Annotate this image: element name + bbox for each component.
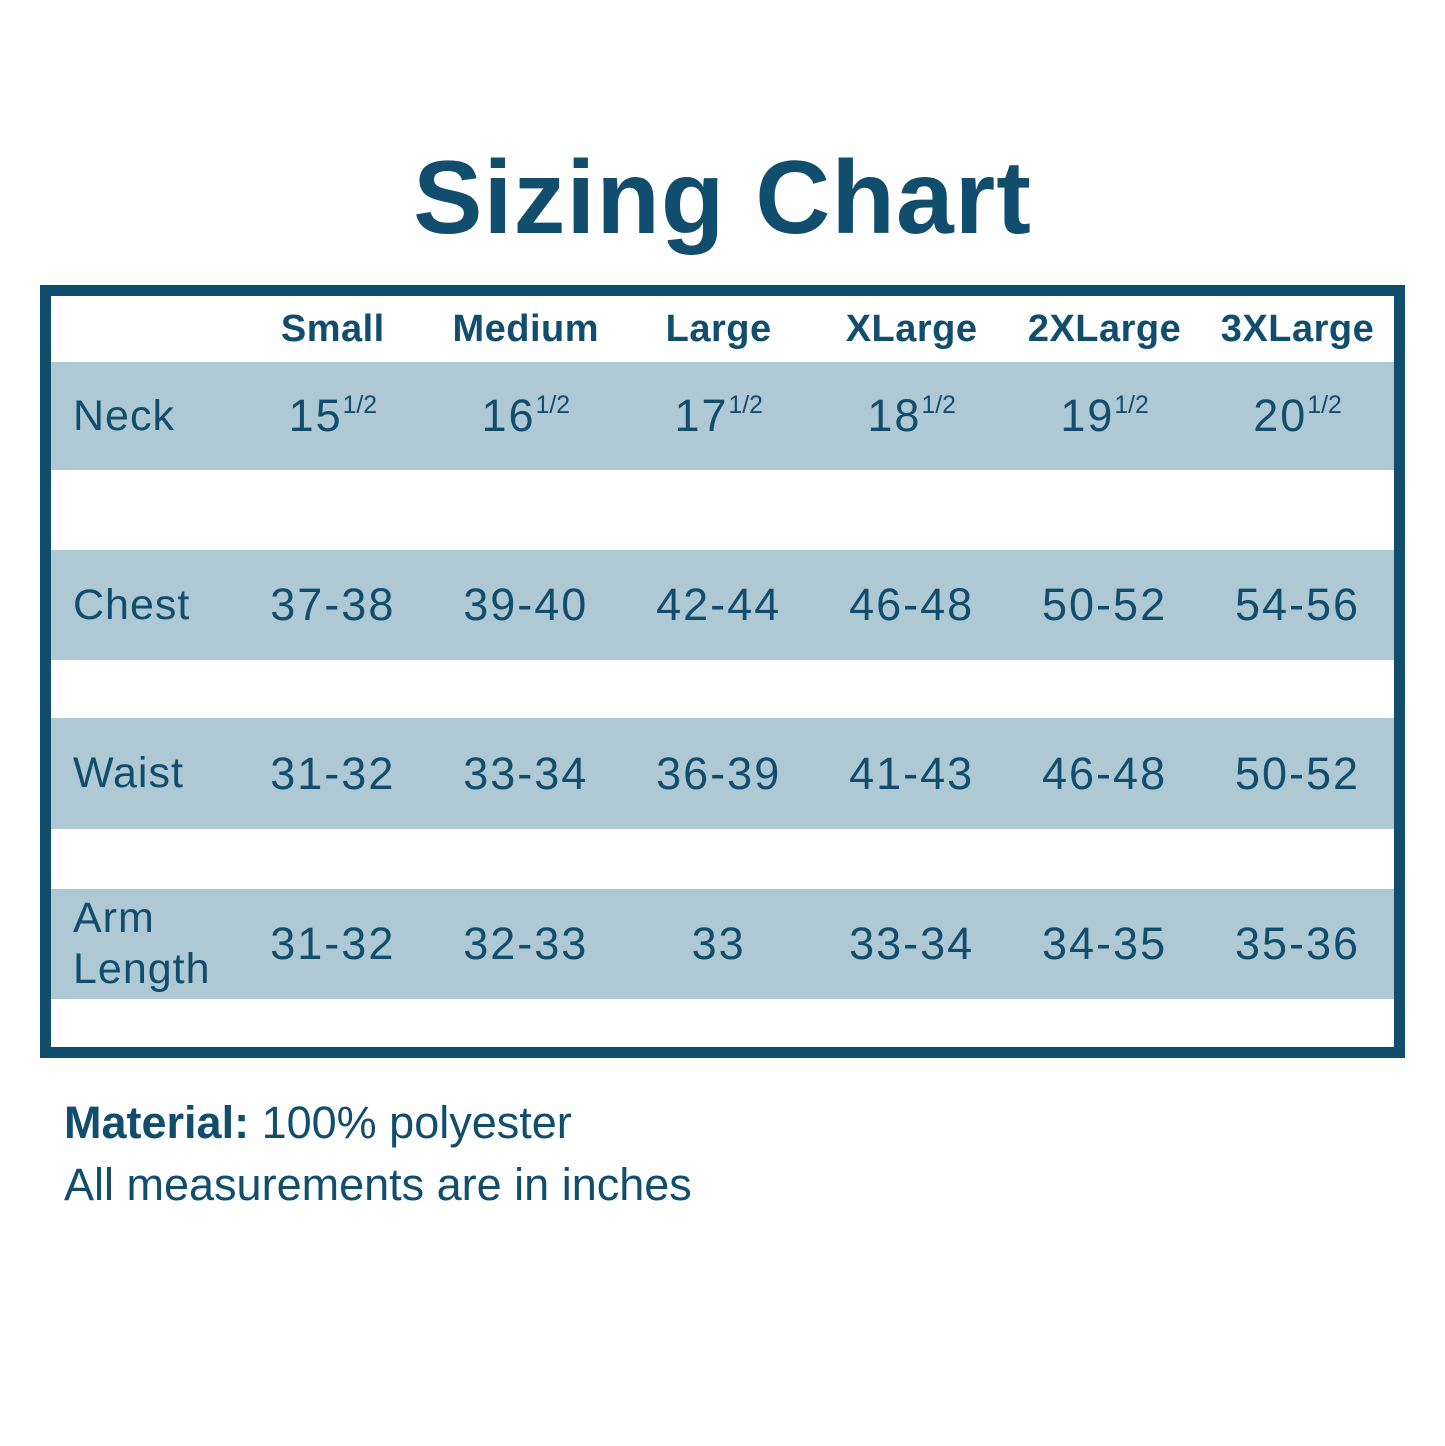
footer-notes: Material: 100% polyester All measurement… bbox=[64, 1092, 692, 1216]
column-header-2xlarge: 2XLarge bbox=[1027, 307, 1182, 350]
column-header-small: Small bbox=[280, 307, 385, 350]
cell-fraction: 1/2 bbox=[342, 391, 378, 419]
sizing-table: Small Medium Large XLarge 2XLarge 3XLarg… bbox=[40, 285, 1405, 1058]
cell-waist-large: 36-39 bbox=[656, 747, 782, 799]
cell-chest-medium: 39-40 bbox=[463, 579, 589, 630]
column-header-xlarge: XLarge bbox=[845, 307, 978, 350]
cell-fraction: 1/2 bbox=[535, 391, 570, 419]
cell-chest-2xlarge: 50-52 bbox=[1042, 579, 1168, 630]
table-row-chest: Chest 37-38 39-40 42-44 46-48 50-52 54-5… bbox=[51, 550, 1394, 660]
cell-fraction: 1/2 bbox=[1114, 391, 1149, 419]
column-header-3xlarge: 3XLarge bbox=[1220, 307, 1375, 350]
cell-arm-xlarge: 33-34 bbox=[849, 918, 975, 969]
column-header-medium: Medium bbox=[452, 307, 600, 350]
cell-value: 17 bbox=[674, 390, 729, 441]
material-value: 100% polyester bbox=[261, 1097, 572, 1148]
row-spacer bbox=[51, 660, 1394, 718]
cell-neck-medium: 161/2 bbox=[429, 390, 622, 442]
cell-neck-small: 151/2 bbox=[236, 390, 429, 442]
cell-value: 19 bbox=[1060, 390, 1115, 441]
cell-neck-3xlarge: 201/2 bbox=[1201, 390, 1394, 442]
cell-chest-3xlarge: 54-56 bbox=[1234, 579, 1361, 630]
cell-arm-medium: 32-33 bbox=[463, 918, 589, 969]
material-line: Material: 100% polyester bbox=[64, 1092, 692, 1154]
row-label-neck: Neck bbox=[73, 391, 175, 440]
cell-fraction: 1/2 bbox=[921, 391, 956, 419]
table-row-arm-length: Arm Length 31-32 32-33 33 33-34 34-35 35… bbox=[51, 889, 1394, 999]
cell-waist-small: 31-32 bbox=[270, 747, 396, 799]
table-row-neck: Neck 151/2 161/2 171/2 181/2 191/2 201/2 bbox=[51, 362, 1394, 470]
cell-chest-large: 42-44 bbox=[656, 579, 782, 630]
cell-value: 16 bbox=[481, 390, 536, 441]
cell-value: 15 bbox=[288, 390, 343, 441]
cell-fraction: 1/2 bbox=[728, 391, 763, 419]
cell-neck-2xlarge: 191/2 bbox=[1008, 390, 1201, 442]
row-label-chest: Chest bbox=[73, 580, 191, 629]
cell-waist-2xlarge: 46-48 bbox=[1042, 747, 1168, 799]
cell-waist-3xlarge: 50-52 bbox=[1234, 747, 1361, 799]
cell-chest-xlarge: 46-48 bbox=[849, 579, 975, 630]
cell-waist-medium: 33-34 bbox=[463, 747, 589, 799]
measurement-note: All measurements are in inches bbox=[64, 1159, 692, 1211]
cell-chest-small: 37-38 bbox=[270, 579, 396, 630]
cell-neck-large: 171/2 bbox=[622, 390, 815, 442]
table-row-waist: Waist 31-32 33-34 36-39 41-43 46-48 50-5… bbox=[51, 718, 1394, 829]
cell-value: 20 bbox=[1253, 390, 1308, 441]
material-label: Material: bbox=[64, 1097, 250, 1148]
cell-neck-xlarge: 181/2 bbox=[815, 390, 1008, 442]
row-spacer bbox=[51, 470, 1394, 550]
column-header-large: Large bbox=[665, 307, 772, 350]
row-label-waist: Waist bbox=[73, 749, 184, 798]
cell-arm-large: 33 bbox=[691, 918, 746, 969]
cell-arm-small: 31-32 bbox=[270, 918, 396, 969]
cell-arm-3xlarge: 35-36 bbox=[1234, 918, 1361, 969]
page-title: Sizing Chart bbox=[413, 140, 1032, 256]
cell-waist-xlarge: 41-43 bbox=[849, 747, 975, 799]
cell-value: 18 bbox=[867, 390, 922, 441]
cell-fraction: 1/2 bbox=[1307, 391, 1342, 419]
table-header-row: Small Medium Large XLarge 2XLarge 3XLarg… bbox=[51, 296, 1394, 362]
cell-arm-2xlarge: 34-35 bbox=[1042, 918, 1168, 969]
row-label-arm-length: Arm Length bbox=[73, 894, 211, 993]
row-spacer bbox=[51, 829, 1394, 889]
